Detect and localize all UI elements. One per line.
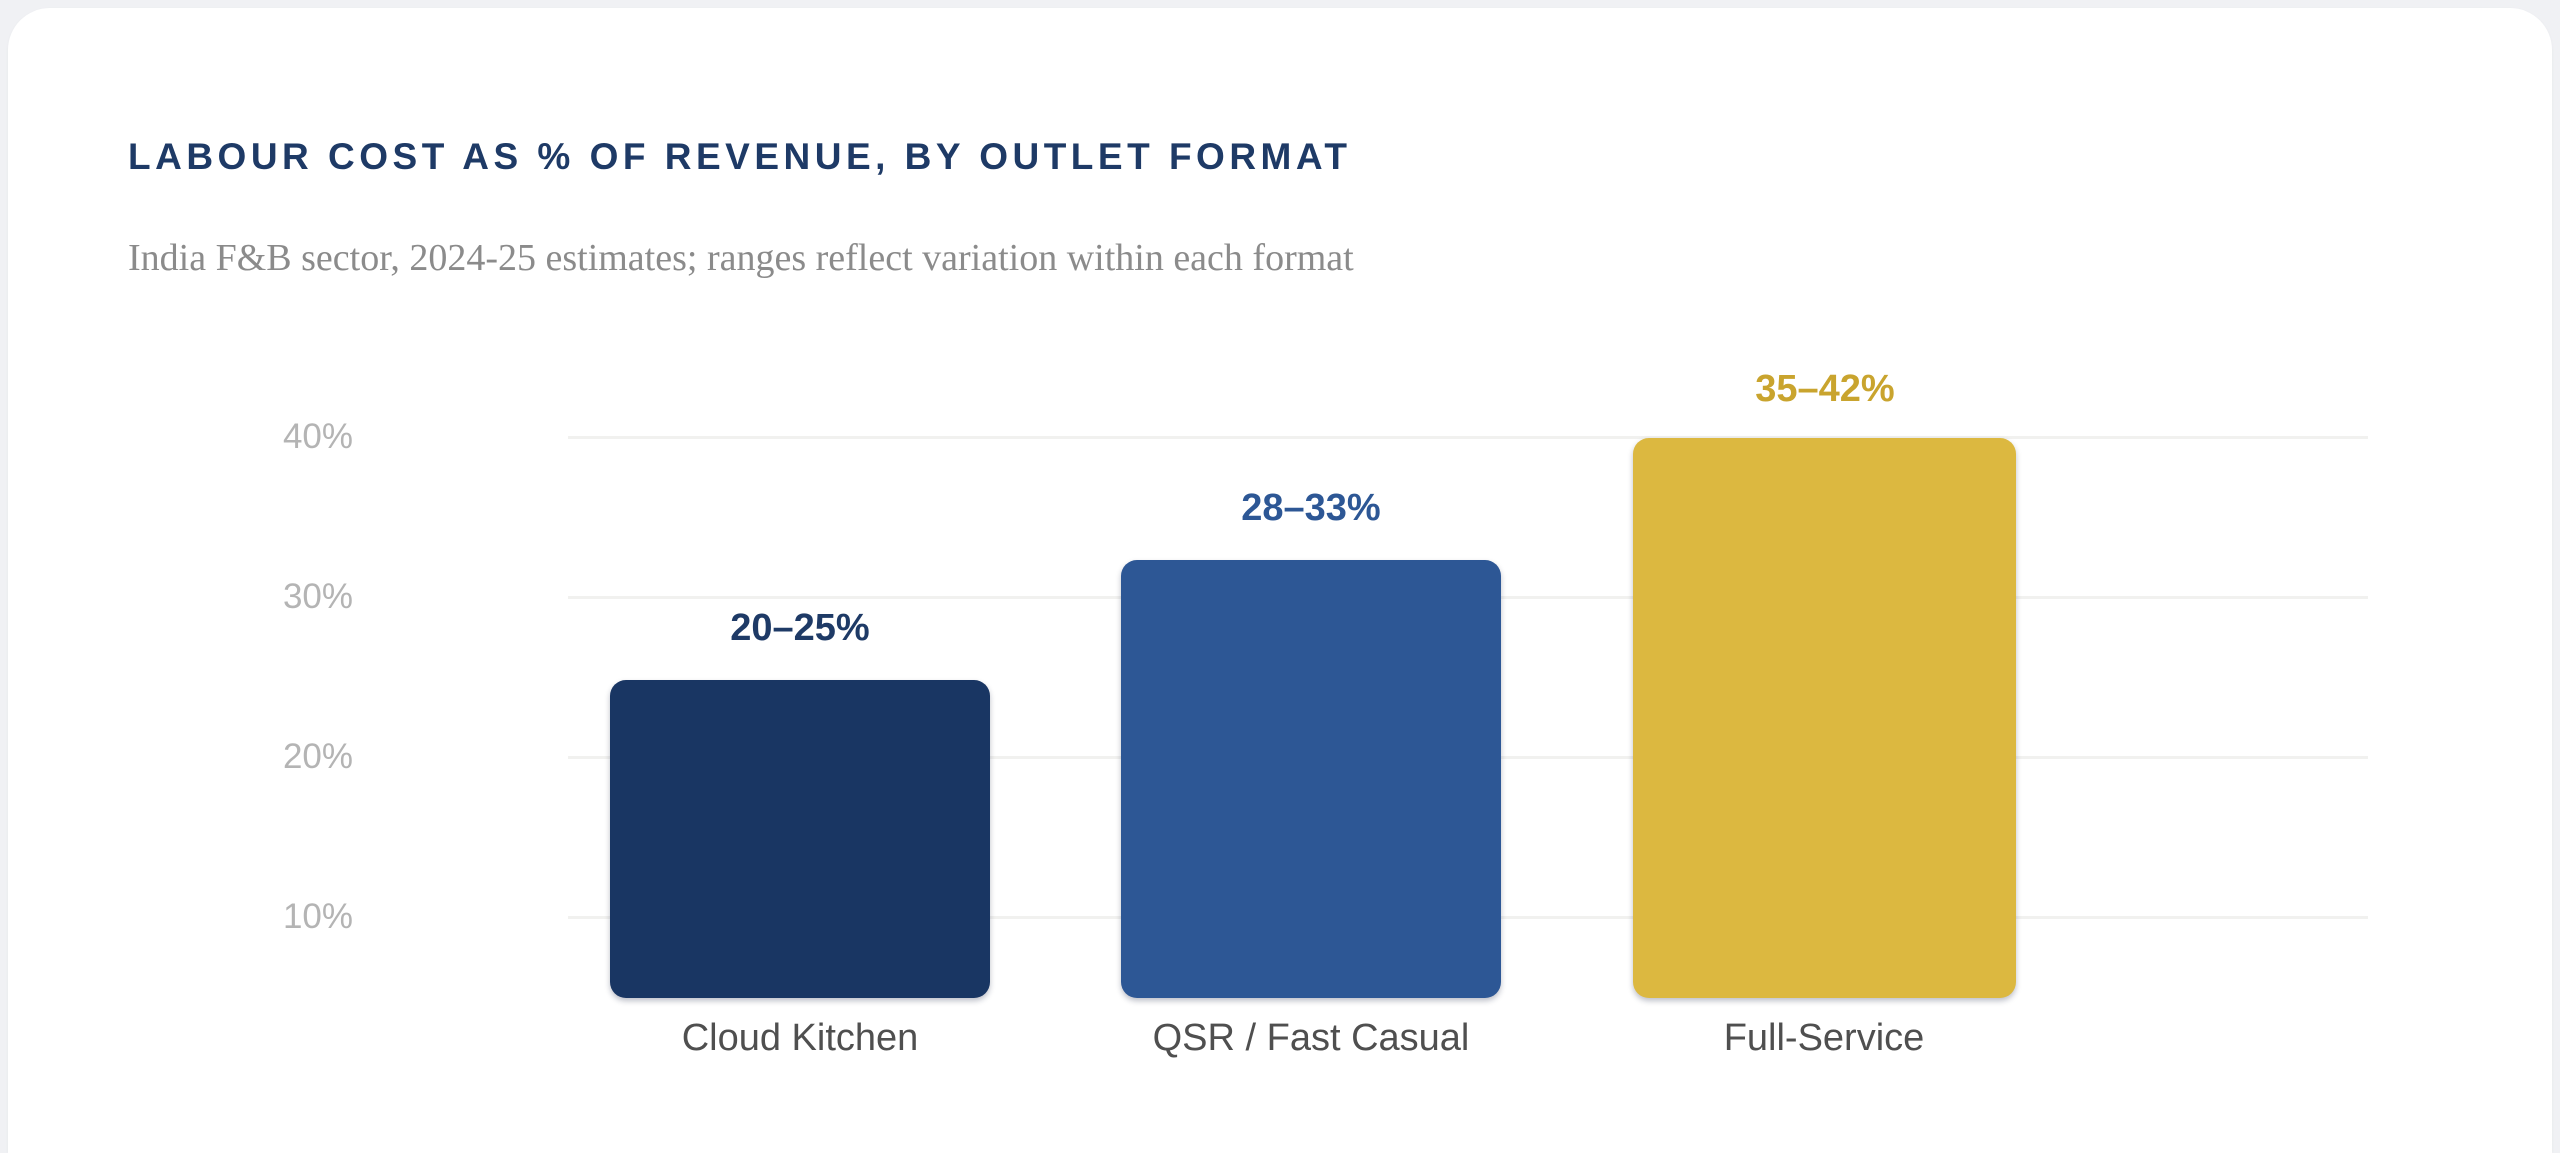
x-axis-label-cloud-kitchen: Cloud Kitchen: [681, 1017, 919, 1059]
bar-value-label-cloud-kitchen: 20–25%: [730, 607, 870, 649]
y-axis-tick-30: 30%: [282, 577, 353, 616]
bar-qsr-fast-casual: [1121, 560, 1501, 998]
bar-cloud-kitchen: [610, 680, 990, 998]
x-axis-label-full-service: Full-Service: [1723, 1017, 1925, 1059]
plot-area: 40% 30% 20% 10% 20–25% 28–33% 35–42% Clo…: [8, 8, 2560, 1153]
chart-subtitle: India F&B sector, 2024-25 estimates; ran…: [128, 237, 1354, 279]
bar-value-label-full-service: 35–42%: [1755, 368, 1895, 410]
y-axis-tick-20: 20%: [282, 737, 353, 776]
y-axis-tick-10: 10%: [282, 897, 353, 936]
gridline-40: [568, 436, 2368, 439]
chart-card: LABOUR COST AS % OF REVENUE, BY OUTLET F…: [8, 8, 2552, 1153]
y-axis-tick-40: 40%: [282, 417, 353, 456]
x-axis-label-qsr-fast-casual: QSR / Fast Casual: [1152, 1017, 1470, 1059]
bar-value-label-qsr-fast-casual: 28–33%: [1241, 487, 1381, 529]
bar-full-service: [1633, 438, 2016, 998]
chart-title: LABOUR COST AS % OF REVENUE, BY OUTLET F…: [128, 136, 1352, 177]
